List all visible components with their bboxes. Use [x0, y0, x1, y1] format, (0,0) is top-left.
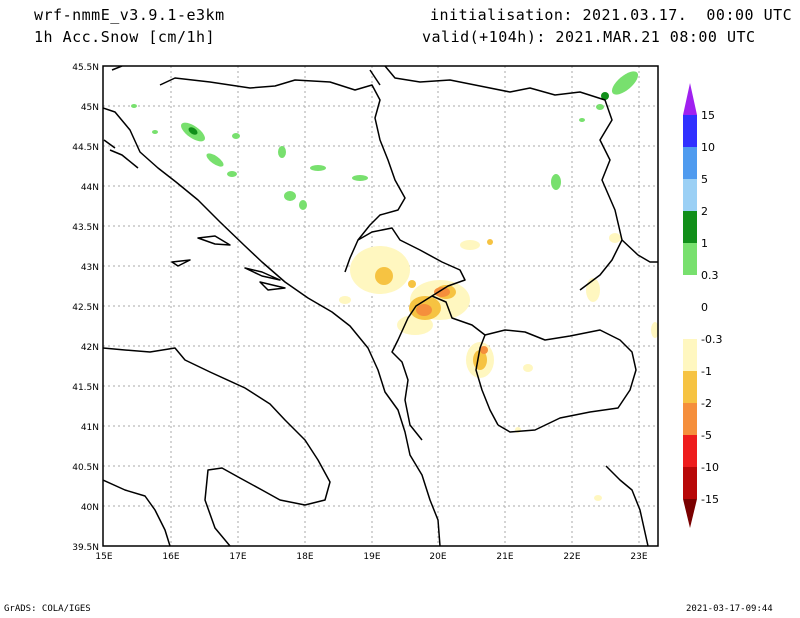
colorbar-label: 2 — [701, 205, 708, 218]
colorbar-label: -5 — [701, 429, 712, 442]
colorbar-top-arrow — [683, 83, 697, 115]
colorbar-bottom-arrow — [683, 499, 697, 528]
lon-label: 19E — [363, 552, 380, 562]
colorbar — [683, 83, 697, 528]
colorbar-label: 0.3 — [701, 269, 719, 282]
init-time: initialisation: 2021.03.17. 00:00 UTC — [430, 6, 793, 24]
colorbar-label: 1 — [701, 237, 708, 250]
lon-label: 18E — [296, 552, 313, 562]
lat-label: 45.5N — [72, 63, 99, 73]
colorbar-label: 10 — [701, 141, 715, 154]
colorbar-label: -0.3 — [701, 333, 722, 346]
lat-label: 43N — [81, 263, 99, 273]
colorbar-label: -2 — [701, 397, 712, 410]
lon-label: 15E — [95, 552, 112, 562]
colorbar-label: -15 — [701, 493, 719, 506]
colorbar-label: 0 — [701, 301, 708, 314]
lat-label: 42N — [81, 343, 99, 353]
lon-label: 23E — [630, 552, 647, 562]
lon-labels: 15E 16E 17E 18E 19E 20E 21E 22E 23E — [95, 552, 647, 562]
snow-green-core — [188, 92, 609, 135]
lon-label: 22E — [563, 552, 580, 562]
colorbar-label: -1 — [701, 365, 712, 378]
model-title: wrf-nmmE_v3.9.1-e3km — [34, 6, 225, 24]
lat-label: 44N — [81, 183, 99, 193]
grid-lines — [103, 66, 658, 546]
field-title: 1h Acc.Snow [cm/1h] — [34, 28, 216, 46]
lat-label: 43.5N — [72, 223, 99, 233]
snow-positive-areas — [131, 71, 639, 210]
lat-label: 40.5N — [72, 463, 99, 473]
colorbar-label: 15 — [701, 109, 715, 122]
colorbar-label: -10 — [701, 461, 719, 474]
footer-credit: GrADS: COLA/IGES — [4, 604, 91, 614]
lat-label: 41.5N — [72, 383, 99, 393]
lat-label: 39.5N — [72, 543, 99, 553]
footer-timestamp: 2021-03-17-09:44 — [686, 604, 773, 614]
lon-label: 20E — [429, 552, 446, 562]
lat-label: 40N — [81, 503, 99, 513]
coastlines-borders — [103, 66, 658, 546]
valid-time: valid(+104h): 2021.MAR.21 08:00 UTC — [422, 28, 756, 46]
lon-label: 16E — [162, 552, 179, 562]
lat-label: 44.5N — [72, 143, 99, 153]
map-plot-area — [103, 66, 658, 546]
lat-labels: 45.5N 45N 44.5N 44N 43.5N 43N 42.5N 42N … — [72, 63, 99, 553]
lat-label: 41N — [81, 423, 99, 433]
lon-label: 21E — [496, 552, 513, 562]
colorbar-label: 5 — [701, 173, 708, 186]
lon-label: 17E — [229, 552, 246, 562]
snow-negative-strong — [416, 287, 488, 354]
lat-label: 45N — [81, 103, 99, 113]
lat-label: 42.5N — [72, 303, 99, 313]
colorbar-labels: 15 10 5 2 1 0.3 0 -0.3 -1 -2 -5 -10 -15 — [701, 109, 722, 506]
